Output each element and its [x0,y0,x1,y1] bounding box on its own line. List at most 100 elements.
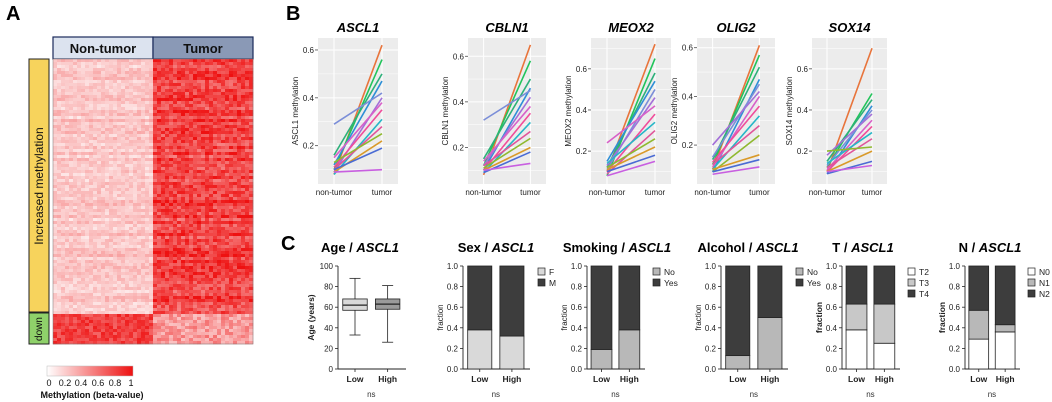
heatmap-cell [213,332,218,336]
heatmap-cell [181,173,186,177]
heatmap-cell [101,71,106,75]
heatmap-cell [185,197,190,201]
heatmap-cell [57,287,62,291]
heatmap-cell [153,278,158,282]
heatmap-cell [205,149,210,153]
heatmap-cell [141,260,146,264]
heatmap-cell [69,191,74,195]
heatmap-cell [57,320,62,324]
heatmap-cell [165,287,170,291]
heatmap-cell [189,119,194,123]
heatmap-cell [153,281,158,285]
heatmap-cell [121,269,126,273]
heatmap-cell [137,230,142,234]
heatmap-cell [113,287,118,291]
heatmap-cell [201,233,206,237]
heatmap-cell [213,134,218,138]
heatmap-cell [121,179,126,183]
heatmap-cell [181,68,186,72]
heatmap-cell [81,290,86,294]
heatmap-cell [153,170,158,174]
heatmap-cell [233,122,238,126]
heatmap-cell [153,293,158,297]
heatmap-cell [137,71,142,75]
heatmap-cell [97,263,102,267]
heatmap-cell [249,314,254,318]
heatmap-cell [185,95,190,99]
heatmap-cell [97,230,102,234]
heatmap-cell [121,287,126,291]
heatmap-cell [89,116,94,120]
heatmap-cell [129,131,134,135]
heatmap-cell [249,290,254,294]
heatmap-cell [157,176,162,180]
heatmap-cell [197,290,202,294]
heatmap-cell [121,113,126,117]
heatmap-cell [81,122,86,126]
heatmap-cell [185,86,190,90]
heatmap-cell [121,341,126,345]
heatmap-cell [205,308,210,312]
heatmap-cell [237,116,242,120]
heatmap-cell [129,83,134,87]
heatmap-cell [241,305,246,309]
heatmap-cell [149,197,154,201]
heatmap-cell [173,155,178,159]
heatmap-cell [117,302,122,306]
heatmap-cell [97,260,102,264]
heatmap-cell [129,299,134,303]
heatmap-cell [217,341,222,345]
heatmap-cell [89,230,94,234]
heatmap-cell [161,296,166,300]
heatmap-cell [165,59,170,63]
heatmap-cell [133,266,138,270]
heatmap-cell [205,203,210,207]
heatmap-cell [169,290,174,294]
heatmap-cell [65,89,70,93]
heatmap-cell [201,266,206,270]
heatmap-cell [53,302,58,306]
heatmap-cell [61,68,66,72]
series-line [483,89,531,121]
heatmap-cell [225,326,230,330]
heatmap-cell [197,233,202,237]
heatmap-cell [97,89,102,93]
heatmap-cell [117,89,122,93]
heatmap-cell [153,257,158,261]
heatmap-cell [85,272,90,276]
heatmap-cell [85,317,90,321]
heatmap-cell [249,188,254,192]
heatmap-cell [181,326,186,330]
heatmap-cell [121,131,126,135]
heatmap-cell [77,74,82,78]
heatmap-cell [109,293,114,297]
heatmap-cell [197,107,202,111]
heatmap-cell [97,332,102,336]
heatmap-cell [173,230,178,234]
heatmap-cell [93,113,98,117]
heatmap-cell [53,242,58,246]
heatmap-cell [177,101,182,105]
heatmap-cell [233,77,238,81]
heatmap-cell [245,59,250,63]
heatmap-cell [65,161,70,165]
heatmap-cell [113,113,118,117]
heatmap-cell [205,77,210,81]
heatmap-cell [53,203,58,207]
heatmap-cell [117,167,122,171]
heatmap-cell [77,98,82,102]
heatmap-cell [193,281,198,285]
heatmap-cell [73,272,78,276]
heatmap-cell [221,59,226,63]
heatmap-cell [65,92,70,96]
heatmap-cell [129,206,134,210]
heatmap-cell [205,317,210,321]
heatmap-cell [85,230,90,234]
heatmap-cell [117,122,122,126]
heatmap-cell [121,152,126,156]
heatmap-cell [133,83,138,87]
heatmap-cell [109,143,114,147]
heatmap-cell [233,86,238,90]
heatmap-cell [101,275,106,279]
heatmap-cell [81,293,86,297]
